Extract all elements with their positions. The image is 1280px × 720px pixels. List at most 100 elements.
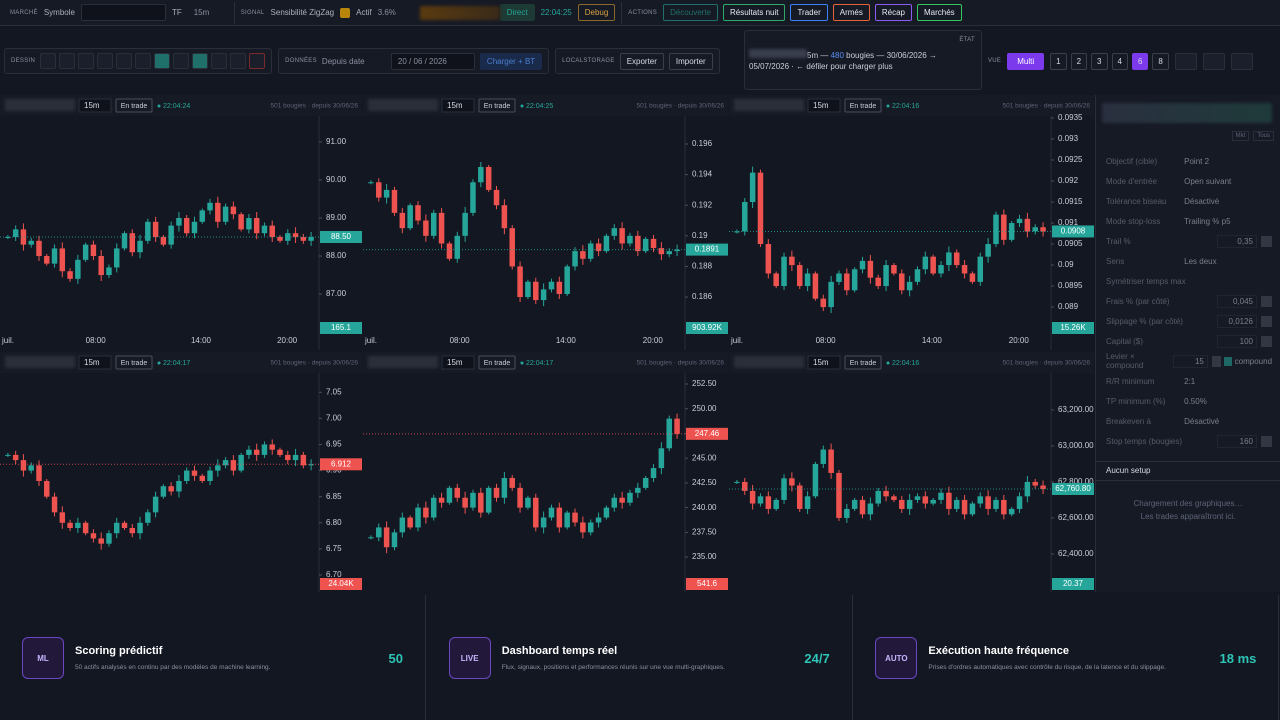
tool-button[interactable] (192, 53, 209, 69)
setting-value[interactable]: Désactivé (1184, 196, 1220, 206)
setting-value[interactable]: Point 2 (1184, 156, 1210, 166)
tool-button[interactable] (135, 53, 152, 69)
setting-value[interactable]: 0,35 (1217, 234, 1257, 248)
layout-button[interactable]: 3 (1091, 52, 1108, 70)
tool-button[interactable]: Tous (1253, 131, 1274, 141)
clock: 22:04:17 (526, 360, 553, 367)
candle (883, 490, 889, 497)
layout-button[interactable]: 2 (1070, 52, 1088, 70)
tool-button[interactable] (59, 53, 76, 69)
action-button[interactable]: Trader (790, 4, 828, 21)
candle (1032, 481, 1038, 486)
export-button[interactable]: Exporter (619, 52, 664, 70)
setting-label: R/R minimum (1106, 376, 1155, 386)
stepper[interactable] (1261, 235, 1272, 247)
tool-button[interactable] (116, 53, 133, 69)
candle (734, 481, 740, 483)
badge: ML (22, 637, 64, 679)
stepper[interactable] (1261, 335, 1272, 347)
import-button[interactable]: Importer (668, 52, 713, 70)
candle (650, 238, 657, 249)
setting-value[interactable]: Trailing % p5 (1184, 216, 1231, 226)
candle (564, 512, 570, 528)
setting-value[interactable]: Open suivant (1184, 176, 1232, 186)
tool-button[interactable] (40, 53, 57, 69)
candle (423, 507, 429, 518)
candle (1008, 508, 1015, 515)
tool-button[interactable] (211, 53, 228, 69)
action-button[interactable]: Découverte (663, 4, 718, 21)
tf-select[interactable]: 15m (193, 8, 210, 17)
setting-value[interactable]: Désactivé (1184, 416, 1220, 426)
setting-value[interactable]: 0,045 (1217, 294, 1257, 308)
tf-select (78, 98, 112, 113)
sensitivity[interactable]: 3.6% (377, 8, 396, 17)
since-select[interactable]: Depuis date (321, 56, 365, 66)
setting-label: Slippage % (par côté) (1106, 316, 1183, 326)
icon-button[interactable] (1174, 52, 1197, 70)
settings-row: Slippage % (par côté) 0,0126 (1106, 313, 1272, 329)
candle (51, 496, 58, 513)
candle (446, 243, 453, 259)
candle (742, 481, 748, 491)
action-button[interactable]: Résultats nuit (723, 4, 786, 21)
x-label: juil. (730, 336, 743, 345)
layout-button[interactable]: 6 (1131, 52, 1149, 70)
stepper[interactable] (1261, 435, 1272, 447)
setting-value[interactable]: Les deux (1184, 256, 1217, 266)
date-input[interactable]: 20 / 06 / 2026 (390, 52, 475, 70)
tool-button[interactable] (78, 53, 95, 69)
setting-value[interactable]: 0.50% (1184, 396, 1207, 406)
badge: AUTO (875, 637, 918, 679)
stepper[interactable] (1261, 295, 1272, 307)
volume-tag (1052, 578, 1094, 590)
stepper[interactable] (1211, 355, 1222, 367)
tool-button[interactable] (97, 53, 114, 69)
setting-value[interactable]: 15 (1173, 354, 1208, 368)
actions: Découverte Résultats nuit Trader Armés Récap… (663, 4, 962, 21)
candle (253, 449, 260, 455)
checkbox[interactable] (340, 7, 351, 18)
setting-value[interactable]: 160 (1217, 434, 1257, 448)
layout-button[interactable]: 8 (1152, 52, 1169, 70)
multi-button[interactable]: Multi (1007, 52, 1045, 70)
y-tick-label: 6.80 (326, 518, 342, 527)
y-tick-label: 0.093 (1058, 134, 1079, 143)
symbol-input[interactable] (80, 4, 166, 21)
candle (485, 487, 492, 513)
icon-button[interactable] (1230, 52, 1253, 70)
direct-button[interactable]: Direct (499, 4, 535, 21)
action-button[interactable]: Armés (832, 4, 870, 21)
feature-desc: Flux, signaux, positions et performances… (501, 664, 725, 671)
stepper[interactable] (1261, 315, 1272, 327)
badge: LIVE (448, 637, 491, 679)
label: DESSIN (11, 58, 36, 64)
setting-value[interactable]: 100 (1217, 334, 1257, 348)
y-tick-label: 245.00 (692, 453, 717, 462)
candle (485, 166, 492, 190)
tool-button[interactable] (154, 53, 171, 69)
action-button[interactable]: Marchés (916, 4, 962, 21)
y-tick-label: 0.0905 (1058, 239, 1083, 248)
setting-value[interactable]: 2:1 (1184, 376, 1196, 386)
candle (1040, 227, 1046, 232)
setting-value[interactable]: 0,0126 (1217, 314, 1257, 328)
label: ACTIONS (628, 9, 658, 16)
layout-button[interactable]: 1 (1050, 52, 1067, 70)
layout-button[interactable]: 4 (1111, 52, 1128, 70)
feature-stat: 24/7 (804, 651, 830, 666)
load-button[interactable]: Charger + BT (479, 52, 543, 70)
action-button[interactable]: Récap (874, 4, 912, 21)
candle (285, 454, 291, 461)
icon-button[interactable] (1202, 52, 1225, 70)
candle (642, 238, 649, 252)
candle (168, 225, 174, 245)
debug-button[interactable]: Debug (577, 4, 616, 21)
setting-label: Objectif (cible) (1106, 156, 1158, 166)
checkbox[interactable] (1224, 356, 1232, 366)
tool-button[interactable] (173, 53, 190, 69)
tool-button[interactable] (249, 53, 266, 69)
tool-button[interactable] (230, 53, 247, 69)
tool-button[interactable]: Mkt (1231, 131, 1250, 141)
candle (844, 273, 850, 291)
